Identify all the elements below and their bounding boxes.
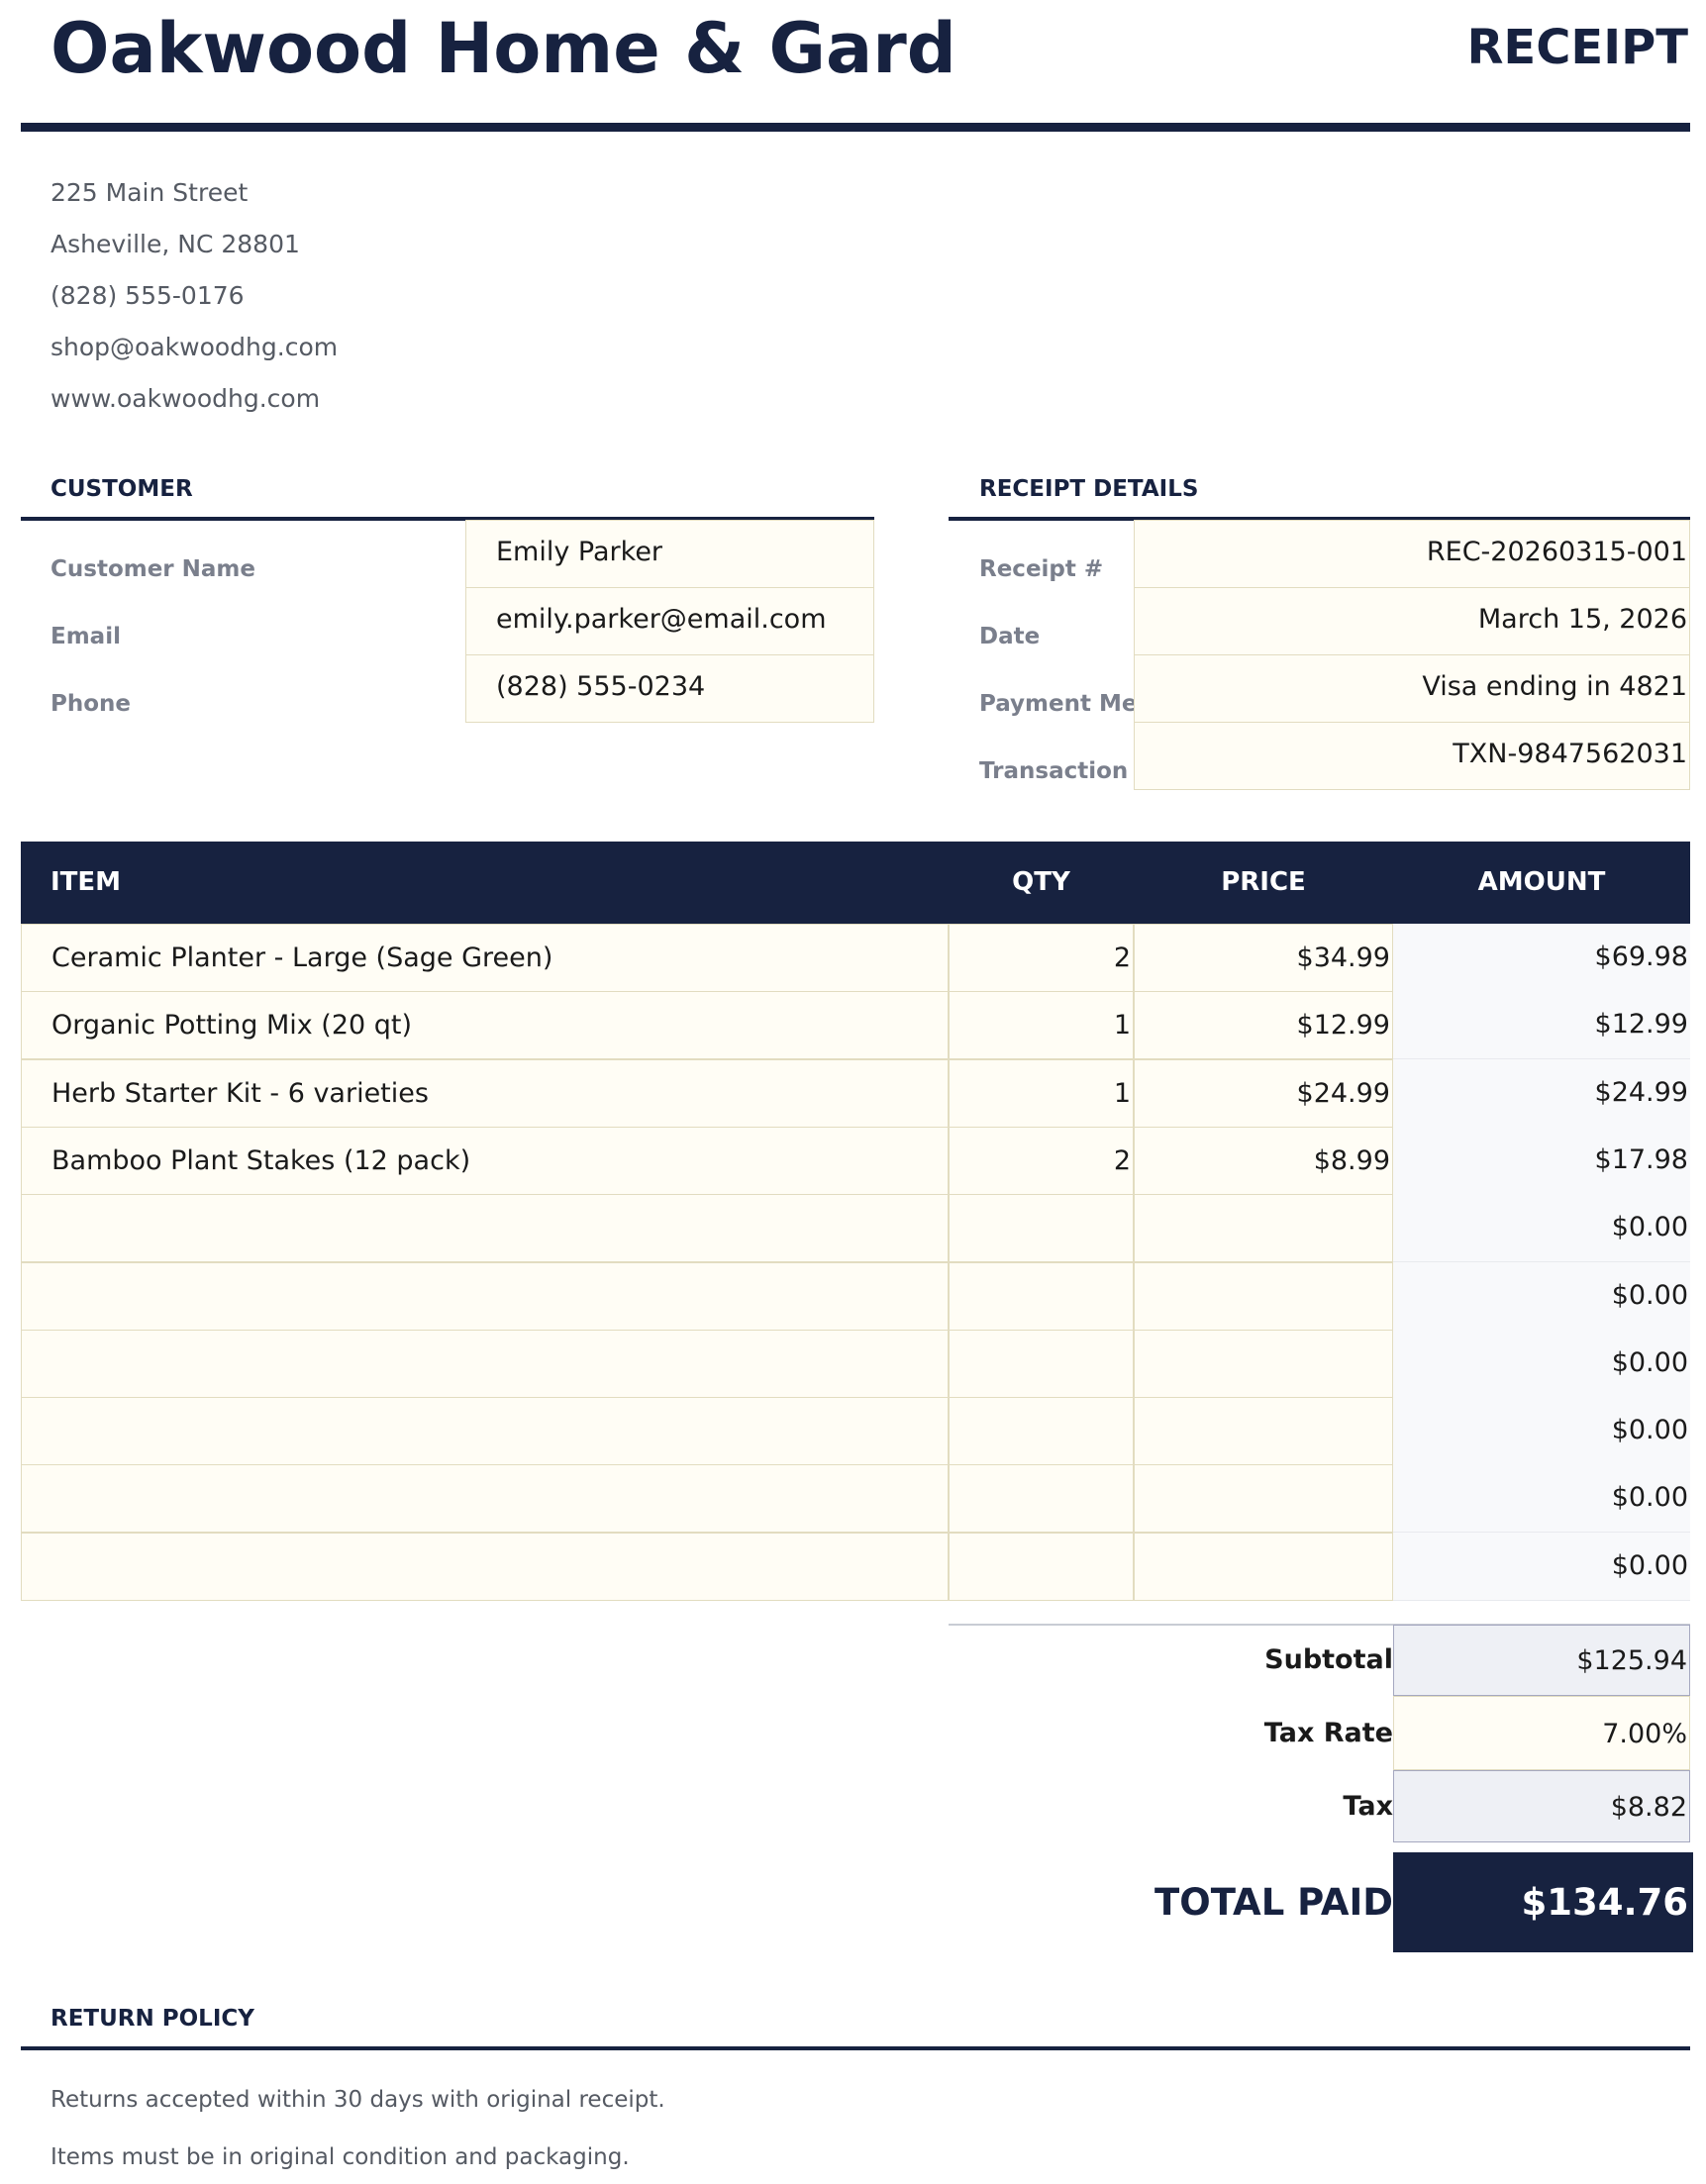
table-cell (21, 1532, 949, 1601)
table-cell: $0.00 (1393, 1261, 1690, 1331)
table-cell (949, 1397, 1134, 1466)
total-label: TOTAL PAID (1154, 1881, 1393, 1924)
field-value: (828) 555-0234 (465, 654, 874, 723)
table-cell: Ceramic Planter - Large (Sage Green) (21, 924, 949, 992)
table-cell: Herb Starter Kit - 6 varieties (21, 1058, 949, 1128)
field-value: March 15, 2026 (1134, 587, 1690, 655)
table-cell (949, 1532, 1134, 1601)
section-title: RECEIPT DETAILS (979, 476, 1199, 502)
table-cell: $69.98 (1393, 924, 1690, 992)
table-cell: $0.00 (1393, 1194, 1690, 1263)
field-value: Visa ending in 4821 (1134, 654, 1690, 723)
totals-rule (949, 1624, 1690, 1626)
table-cell (21, 1329, 949, 1398)
address-line: 225 Main Street (50, 178, 249, 207)
field-label: Customer Name (50, 556, 255, 582)
field-label: Phone (50, 691, 132, 717)
table-cell: $24.99 (1393, 1058, 1690, 1128)
table-cell: $34.99 (1134, 924, 1393, 992)
column-header: QTY (1012, 867, 1070, 897)
section-title: CUSTOMER (50, 476, 193, 502)
table-cell: $0.00 (1393, 1397, 1690, 1466)
table-cell: $0.00 (1393, 1464, 1690, 1534)
column-header: AMOUNT (1477, 867, 1606, 897)
table-cell: $8.99 (1134, 1126, 1393, 1195)
company-name: Oakwood Home & Gard (50, 8, 956, 89)
section-rule (21, 517, 874, 521)
field-value: REC-20260315-001 (1134, 520, 1690, 588)
field-label: Receipt # (979, 556, 1104, 582)
totals-value: 7.00% (1393, 1696, 1690, 1770)
table-cell: $0.00 (1393, 1532, 1690, 1601)
table-cell: $12.99 (1393, 991, 1690, 1060)
table-cell (1134, 1397, 1393, 1466)
table-cell (21, 1194, 949, 1263)
total-value: $134.76 (1393, 1852, 1693, 1952)
field-label: Date (979, 624, 1041, 649)
table-cell: Bamboo Plant Stakes (12 pack) (21, 1126, 949, 1195)
table-cell: $0.00 (1393, 1329, 1690, 1398)
table-cell (949, 1194, 1134, 1263)
field-value: Emily Parker (465, 520, 874, 588)
table-cell (1134, 1464, 1393, 1534)
totals-label: Subtotal (1264, 1644, 1393, 1675)
table-cell: 2 (949, 924, 1134, 992)
totals-value: $125.94 (1393, 1625, 1690, 1696)
table-cell: $17.98 (1393, 1126, 1690, 1195)
table-cell: 1 (949, 991, 1134, 1060)
table-cell (21, 1261, 949, 1331)
table-cell (949, 1464, 1134, 1534)
section-title: RETURN POLICY (50, 2006, 254, 2032)
table-cell: $12.99 (1134, 991, 1393, 1060)
field-label: Email (50, 624, 121, 649)
field-label: Transaction ID (979, 758, 1163, 784)
header-rule (21, 123, 1690, 132)
section-rule (21, 2046, 1690, 2050)
table-cell (949, 1329, 1134, 1398)
column-header: ITEM (50, 867, 122, 897)
address-line: www.oakwoodhg.com (50, 384, 321, 413)
policy-line: Returns accepted within 30 days with ori… (50, 2087, 665, 2113)
table-cell: 2 (949, 1126, 1134, 1195)
totals-value: $8.82 (1393, 1770, 1690, 1842)
field-value: TXN-9847562031 (1134, 722, 1690, 790)
table-cell: $24.99 (1134, 1058, 1393, 1128)
address-line: Asheville, NC 28801 (50, 230, 300, 258)
table-cell (21, 1464, 949, 1534)
totals-label: Tax (1343, 1791, 1393, 1822)
address-line: (828) 555-0176 (50, 281, 245, 310)
address-line: shop@oakwoodhg.com (50, 333, 339, 361)
table-cell (1134, 1329, 1393, 1398)
table-cell (1134, 1194, 1393, 1263)
table-cell (1134, 1261, 1393, 1331)
totals-label: Tax Rate (1263, 1718, 1393, 1748)
table-cell: 1 (949, 1058, 1134, 1128)
table-cell (949, 1261, 1134, 1331)
table-header-bg (21, 842, 1690, 924)
field-value: emily.parker@email.com (465, 587, 874, 655)
table-cell (1134, 1532, 1393, 1601)
column-header: PRICE (1221, 867, 1306, 897)
policy-line: Items must be in original condition and … (50, 2144, 630, 2170)
doc-title: RECEIPT (1466, 20, 1688, 75)
table-cell: Organic Potting Mix (20 qt) (21, 991, 949, 1060)
section-rule (949, 517, 1690, 521)
table-cell (21, 1397, 949, 1466)
